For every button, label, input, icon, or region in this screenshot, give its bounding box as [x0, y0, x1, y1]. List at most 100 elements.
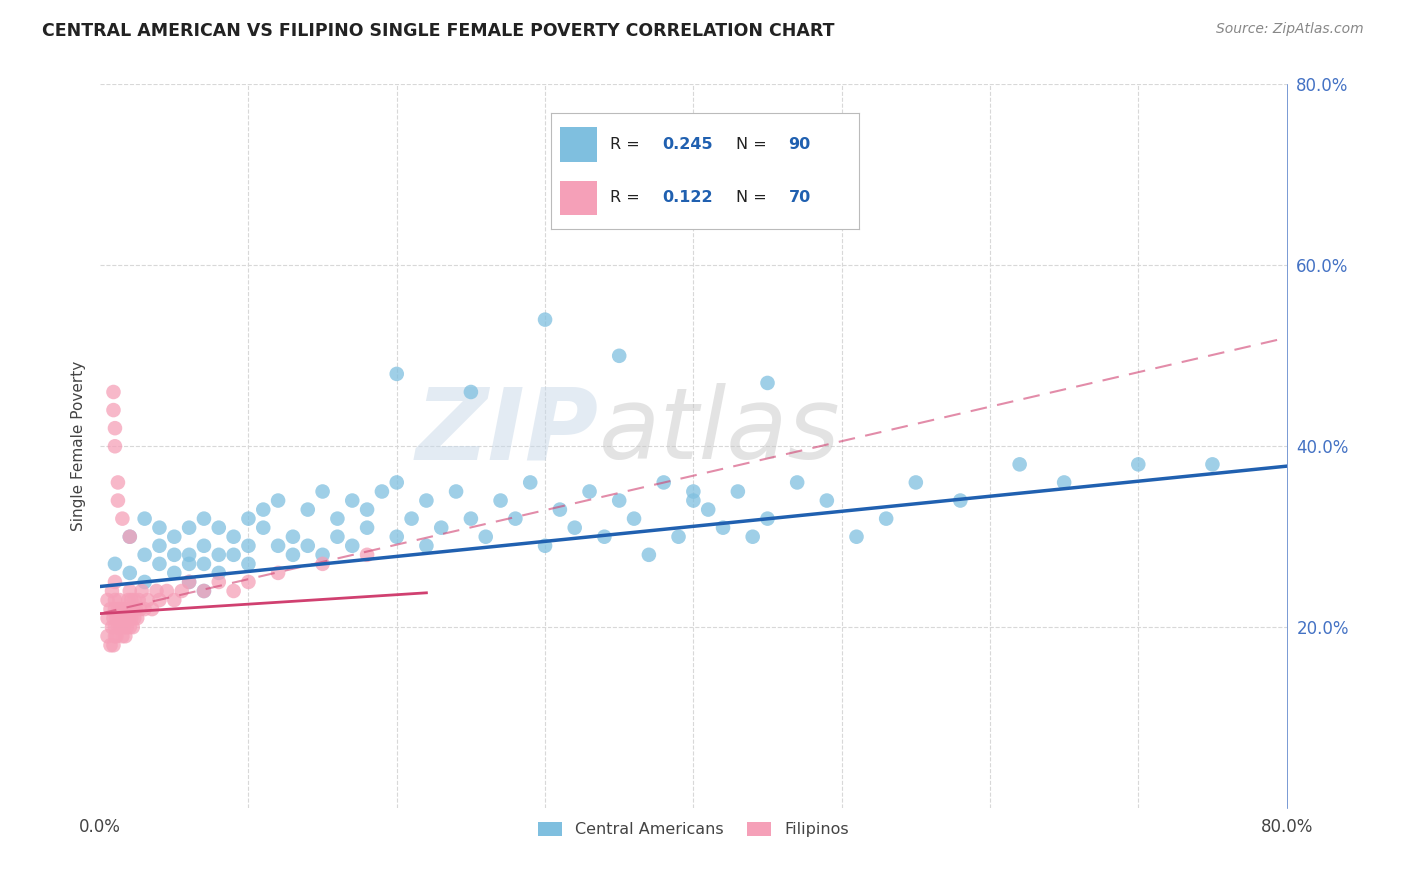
- Point: [101, 620, 124, 634]
- Point: [756, 376, 779, 390]
- Point: [238, 557, 260, 571]
- Point: [163, 530, 186, 544]
- Point: [193, 557, 215, 571]
- Point: [238, 511, 260, 525]
- Point: [111, 611, 134, 625]
- Point: [100, 638, 122, 652]
- Point: [104, 629, 127, 643]
- Text: Source: ZipAtlas.com: Source: ZipAtlas.com: [1216, 22, 1364, 37]
- Point: [342, 493, 364, 508]
- Point: [136, 593, 159, 607]
- Point: [682, 493, 704, 508]
- Point: [342, 539, 364, 553]
- Point: [460, 511, 482, 525]
- Point: [103, 403, 125, 417]
- Point: [297, 502, 319, 516]
- Point: [104, 574, 127, 589]
- Point: [179, 548, 201, 562]
- Point: [815, 493, 838, 508]
- Point: [103, 638, 125, 652]
- Point: [107, 493, 129, 508]
- Point: [103, 611, 125, 625]
- Point: [179, 557, 201, 571]
- Point: [108, 593, 131, 607]
- Point: [831, 150, 853, 164]
- Point: [845, 530, 868, 544]
- Point: [115, 602, 138, 616]
- Point: [179, 574, 201, 589]
- Point: [534, 312, 557, 326]
- Point: [238, 574, 260, 589]
- Point: [107, 475, 129, 490]
- Point: [141, 602, 163, 616]
- Point: [114, 629, 136, 643]
- Point: [786, 475, 808, 490]
- Point: [148, 521, 170, 535]
- Point: [134, 511, 156, 525]
- Point: [117, 593, 139, 607]
- Point: [756, 511, 779, 525]
- Point: [623, 511, 645, 525]
- Point: [104, 620, 127, 634]
- Point: [356, 548, 378, 562]
- Point: [118, 530, 141, 544]
- Point: [179, 574, 201, 589]
- Point: [385, 530, 408, 544]
- Point: [96, 611, 118, 625]
- Point: [326, 530, 349, 544]
- Point: [371, 484, 394, 499]
- Point: [148, 557, 170, 571]
- Point: [100, 602, 122, 616]
- Point: [460, 384, 482, 399]
- Point: [103, 384, 125, 399]
- Point: [652, 475, 675, 490]
- Point: [105, 611, 128, 625]
- Point: [193, 539, 215, 553]
- Point: [668, 530, 690, 544]
- Point: [430, 521, 453, 535]
- Point: [208, 521, 231, 535]
- Point: [121, 620, 143, 634]
- Point: [112, 620, 135, 634]
- Point: [267, 566, 290, 580]
- Point: [107, 620, 129, 634]
- Point: [385, 475, 408, 490]
- Point: [104, 557, 127, 571]
- Point: [444, 484, 467, 499]
- Point: [107, 602, 129, 616]
- Point: [281, 548, 304, 562]
- Point: [104, 593, 127, 607]
- Point: [222, 548, 245, 562]
- Point: [385, 367, 408, 381]
- Point: [311, 557, 333, 571]
- Point: [148, 593, 170, 607]
- Point: [120, 611, 142, 625]
- Point: [101, 584, 124, 599]
- Point: [356, 521, 378, 535]
- Point: [118, 566, 141, 580]
- Point: [104, 602, 127, 616]
- Point: [326, 511, 349, 525]
- Point: [131, 584, 153, 599]
- Point: [96, 593, 118, 607]
- Point: [904, 475, 927, 490]
- Point: [222, 584, 245, 599]
- Point: [548, 502, 571, 516]
- Point: [104, 421, 127, 435]
- Point: [134, 574, 156, 589]
- Point: [208, 548, 231, 562]
- Point: [222, 530, 245, 544]
- Point: [96, 629, 118, 643]
- Y-axis label: Single Female Poverty: Single Female Poverty: [72, 361, 86, 532]
- Point: [110, 620, 132, 634]
- Point: [311, 484, 333, 499]
- Point: [697, 502, 720, 516]
- Point: [193, 584, 215, 599]
- Point: [125, 602, 148, 616]
- Point: [534, 539, 557, 553]
- Point: [145, 584, 167, 599]
- Point: [252, 521, 274, 535]
- Point: [356, 502, 378, 516]
- Point: [179, 521, 201, 535]
- Point: [110, 602, 132, 616]
